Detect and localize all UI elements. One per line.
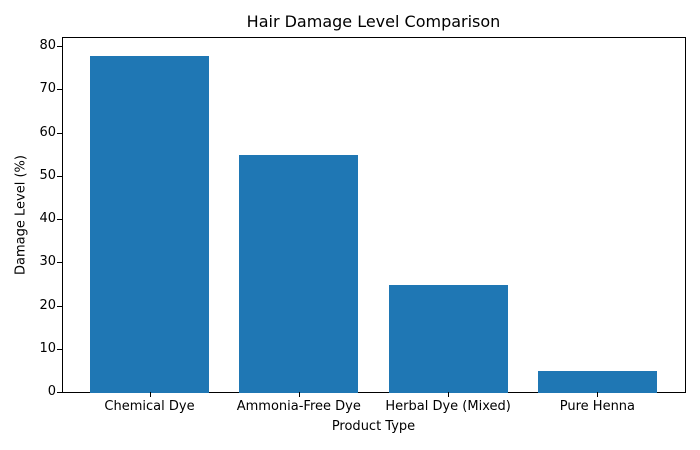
y-axis-label: Damage Level (%) bbox=[13, 155, 29, 275]
y-tick-mark bbox=[57, 392, 62, 393]
y-tick-label: 10 bbox=[39, 340, 56, 356]
y-tick-label: 50 bbox=[39, 167, 56, 183]
y-tick-label: 30 bbox=[39, 254, 56, 270]
x-axis-label: Product Type bbox=[331, 419, 416, 434]
x-tick-mark bbox=[448, 392, 449, 397]
x-tick-mark bbox=[150, 392, 151, 397]
y-tick-mark bbox=[57, 46, 62, 47]
y-tick-label: 20 bbox=[39, 297, 56, 313]
x-tick-label: Chemical Dye bbox=[104, 399, 195, 414]
y-tick-label: 60 bbox=[39, 124, 56, 140]
y-tick-label: 70 bbox=[39, 81, 56, 97]
x-tick-label: Herbal Dye (Mixed) bbox=[385, 399, 511, 414]
y-tick-label: 0 bbox=[47, 384, 56, 399]
bar bbox=[90, 55, 209, 393]
y-tick-mark bbox=[57, 306, 62, 307]
y-tick-mark bbox=[57, 89, 62, 90]
x-tick-mark bbox=[597, 392, 598, 397]
plot-area bbox=[62, 37, 686, 393]
y-tick-mark bbox=[57, 176, 62, 177]
y-tick-label: 40 bbox=[39, 211, 56, 226]
y-tick-label: 80 bbox=[39, 38, 56, 53]
bar bbox=[388, 284, 508, 393]
bar bbox=[239, 155, 359, 393]
y-tick-mark bbox=[57, 262, 62, 263]
y-tick-mark bbox=[57, 133, 62, 134]
y-tick-mark bbox=[57, 349, 62, 350]
x-tick-label: Ammonia-Free Dye bbox=[236, 399, 361, 414]
chart-title: Hair Damage Level Comparison bbox=[246, 12, 501, 31]
x-tick-mark bbox=[299, 392, 300, 397]
bar bbox=[537, 371, 657, 393]
x-tick-label: Pure Henna bbox=[559, 399, 636, 414]
y-tick-mark bbox=[57, 219, 62, 220]
